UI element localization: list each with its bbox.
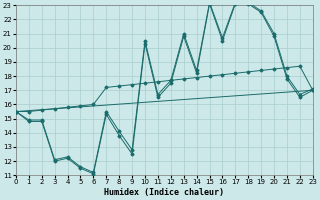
X-axis label: Humidex (Indice chaleur): Humidex (Indice chaleur) [104, 188, 224, 197]
